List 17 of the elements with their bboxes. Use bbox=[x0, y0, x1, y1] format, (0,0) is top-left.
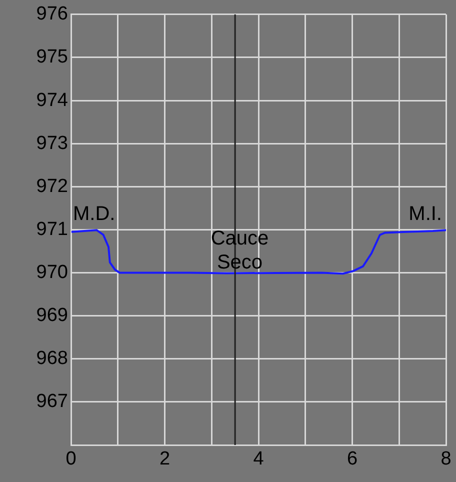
x-tick-label: 6 bbox=[346, 448, 358, 470]
y-tick-label: 973 bbox=[36, 132, 68, 154]
y-tick-label: 975 bbox=[36, 46, 68, 68]
x-tick-label: 4 bbox=[253, 448, 264, 470]
annotation: M.D. bbox=[73, 203, 116, 226]
annotation: M.I. bbox=[408, 203, 442, 226]
y-tick-label: 968 bbox=[36, 348, 68, 370]
y-tick-label: 972 bbox=[36, 176, 68, 197]
y-tick-label: 970 bbox=[36, 262, 68, 283]
y-tick-label: 969 bbox=[36, 305, 68, 326]
y-tick-label: 971 bbox=[36, 218, 68, 240]
y-tick-label: 967 bbox=[36, 391, 68, 412]
x-tick-label: 8 bbox=[440, 448, 452, 470]
x-tick-label: 0 bbox=[66, 448, 76, 470]
y-tick-label: 976 bbox=[36, 4, 68, 25]
x-tick-label: 2 bbox=[159, 448, 170, 470]
y-tick-label: 974 bbox=[36, 90, 68, 111]
